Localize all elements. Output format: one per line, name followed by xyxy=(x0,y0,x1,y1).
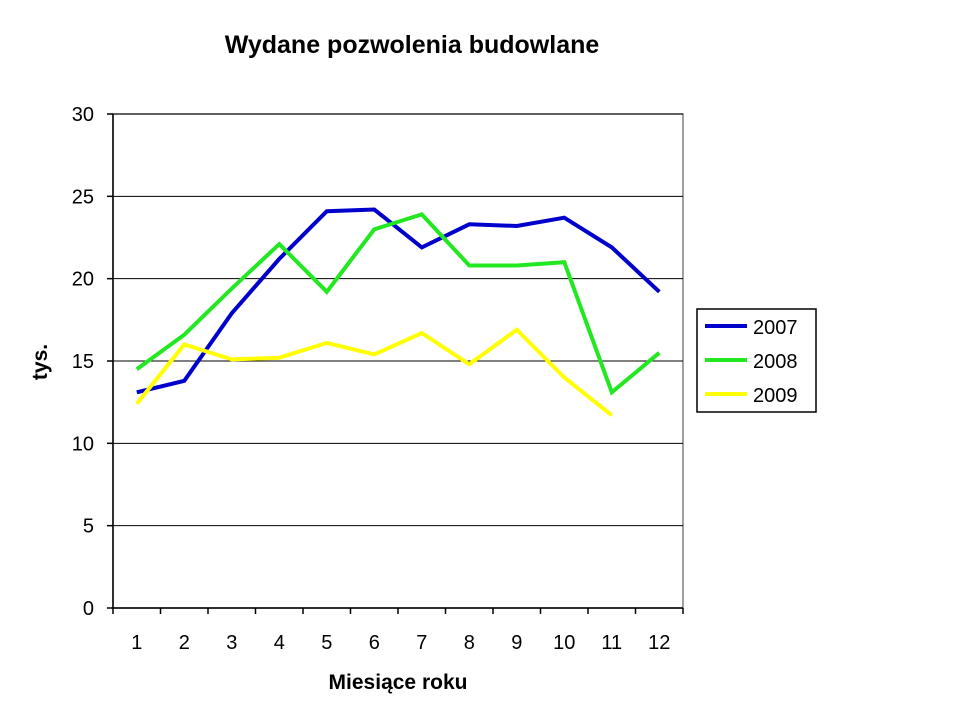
x-tick-label: 10 xyxy=(553,632,575,654)
x-tick-label: 1 xyxy=(131,632,142,654)
x-tick-label: 2 xyxy=(179,632,190,654)
y-tick-label: 0 xyxy=(83,598,94,620)
series-lines xyxy=(135,207,661,417)
series-line-2008 xyxy=(135,212,661,396)
series-line-2007 xyxy=(136,207,661,395)
legend-label-2009: 2009 xyxy=(753,385,798,407)
x-tick-label: 12 xyxy=(648,632,670,654)
x-tick-label: 7 xyxy=(416,632,427,654)
x-tick-label: 6 xyxy=(369,632,380,654)
y-tick-label: 25 xyxy=(72,186,94,208)
y-axis: 0 5 10 15 20 25 30 xyxy=(72,104,114,620)
legend-label-2008: 2008 xyxy=(753,351,798,373)
y-axis-title: tys. xyxy=(29,344,52,380)
y-tick-label: 10 xyxy=(72,433,94,455)
grid-lines xyxy=(113,113,683,527)
x-tick-label: 8 xyxy=(464,632,475,654)
y-tick-label: 20 xyxy=(72,269,94,291)
x-tick-label: 5 xyxy=(321,632,332,654)
y-tick-label: 30 xyxy=(72,104,94,126)
x-tick-label: 11 xyxy=(601,632,622,654)
x-tick-label: 9 xyxy=(511,632,522,654)
chart-title: Wydane pozwolenia budowlane xyxy=(225,31,600,59)
x-axis-title: Miesiące roku xyxy=(329,671,468,694)
y-tick-label: 5 xyxy=(83,516,94,538)
x-axis: 1 2 3 4 5 6 7 8 9 10 11 12 xyxy=(112,607,684,654)
series-line-2009 xyxy=(135,327,614,417)
legend: 2007 2008 2009 xyxy=(696,308,817,413)
y-tick-label: 15 xyxy=(72,351,94,373)
x-tick-label: 4 xyxy=(274,632,285,654)
legend-label-2007: 2007 xyxy=(753,317,798,339)
x-tick-label: 3 xyxy=(226,632,237,654)
